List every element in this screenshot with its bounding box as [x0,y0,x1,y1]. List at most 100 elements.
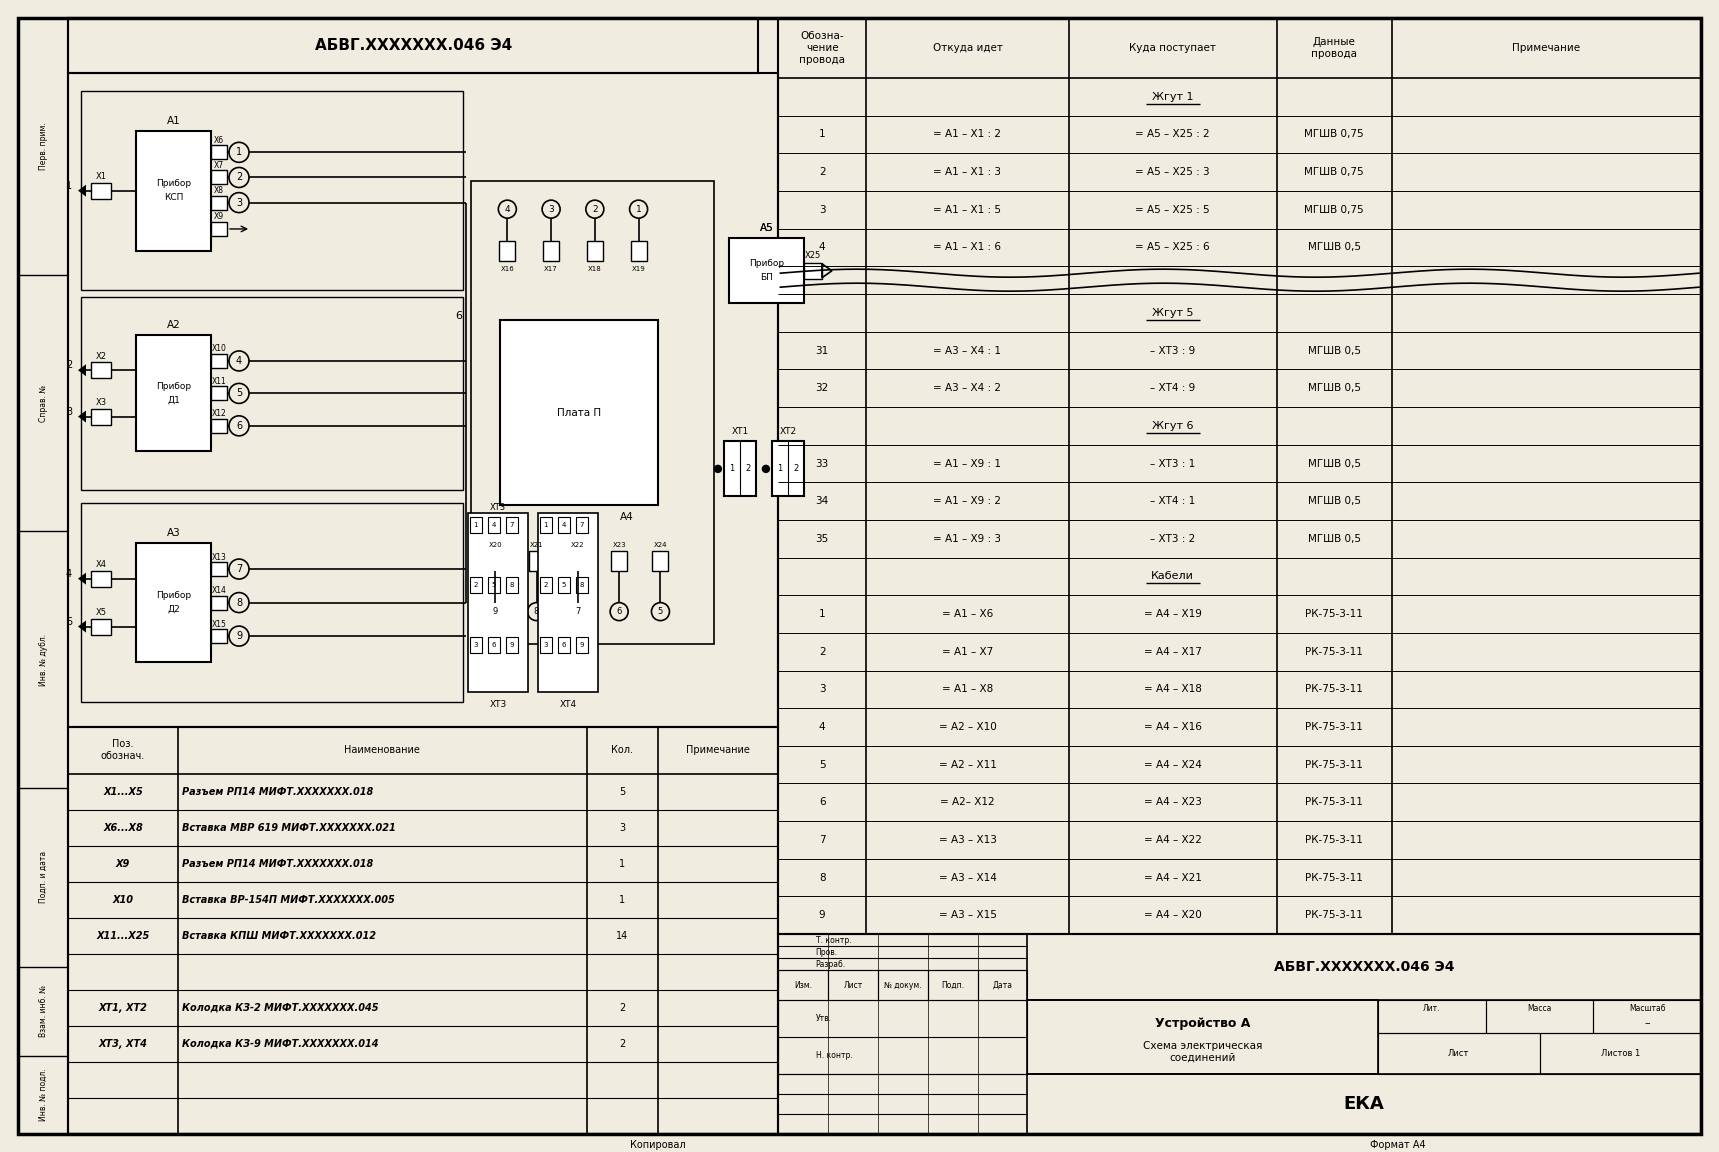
Text: Куда поступает: Куда поступает [1129,43,1217,53]
Text: Масштаб: Масштаб [1630,1003,1666,1013]
Text: = А2 – Х10: = А2 – Х10 [939,722,997,732]
Text: Х1: Х1 [96,172,107,181]
Circle shape [763,465,770,472]
Text: Прибор: Прибор [156,382,191,391]
Text: РК-75-3-11: РК-75-3-11 [1305,759,1363,770]
Text: = А4 – Х20: = А4 – Х20 [1143,910,1202,920]
Bar [471,181,713,644]
Bar [1594,1000,1702,1033]
Text: = А1 – Х1 : 5: = А1 – Х1 : 5 [933,205,1002,214]
Text: Утв.: Утв. [817,1014,832,1023]
Text: Подп. и дата: Подп. и дата [38,851,48,903]
Text: Х7: Х7 [213,161,223,170]
Text: 2: 2 [619,1039,626,1048]
Text: Инв. № дубл.: Инв. № дубл. [38,634,48,685]
Text: Вставка КПШ МИФТ.XXXXXXX.012: Вставка КПШ МИФТ.XXXXXXX.012 [182,931,376,941]
Text: 9: 9 [509,642,514,647]
Text: МГШВ 0,75: МГШВ 0,75 [1305,129,1365,139]
Text: 3: 3 [236,198,242,207]
Text: 3: 3 [65,407,72,417]
Text: = А1 – Х7: = А1 – Х7 [942,646,994,657]
Bar [136,335,211,452]
Text: 4: 4 [818,242,825,252]
Text: 3: 3 [543,642,548,647]
Bar [1540,1033,1702,1074]
Text: РК-75-3-11: РК-75-3-11 [1305,872,1363,882]
Text: Кабели: Кабели [1152,571,1195,582]
Text: Колодка КЗ-2 МИФТ.XXXXXXX.045: Колодка КЗ-2 МИФТ.XXXXXXX.045 [182,1003,378,1013]
Text: 8: 8 [509,582,514,588]
Text: Х6...Х8: Х6...Х8 [103,823,143,833]
Text: – ХТ3 : 9: – ХТ3 : 9 [1150,346,1195,356]
Text: = А4 – Х17: = А4 – Х17 [1143,646,1202,657]
Bar [211,386,227,401]
Text: = А1 – Х9 : 2: = А1 – Х9 : 2 [933,497,1002,506]
Text: = А1 – Х8: = А1 – Х8 [942,684,994,695]
Text: 1: 1 [636,205,641,213]
Text: Прибор: Прибор [156,591,191,600]
Text: 1: 1 [619,858,626,869]
Text: РК-75-3-11: РК-75-3-11 [1305,835,1363,844]
Bar [1028,1074,1702,1134]
Text: Х9: Х9 [213,212,223,221]
Text: Инв. № подл.: Инв. № подл. [38,1069,48,1121]
Text: РК-75-3-11: РК-75-3-11 [1305,684,1363,695]
Text: = А4 – Х24: = А4 – Х24 [1143,759,1202,770]
Text: А5: А5 [760,223,774,234]
Text: 1: 1 [777,464,782,473]
Text: 2: 2 [818,646,825,657]
Text: Наименование: Наименование [344,745,419,755]
Text: Х22: Х22 [571,541,584,548]
Bar [211,562,227,576]
Text: 2: 2 [792,464,799,473]
Bar [91,409,112,425]
Text: 6: 6 [818,797,825,808]
Bar [569,551,586,571]
Text: – ХТ4 : 9: – ХТ4 : 9 [1150,384,1195,393]
Text: 7: 7 [236,564,242,574]
Text: 2: 2 [65,361,72,370]
Bar [488,517,500,532]
Bar [538,513,598,692]
Text: 8: 8 [535,607,540,616]
Bar [211,596,227,609]
Text: МГШВ 0,75: МГШВ 0,75 [1305,167,1365,177]
Text: 35: 35 [815,533,829,544]
Text: Листов 1: Листов 1 [1600,1049,1640,1059]
Bar [631,241,646,260]
Text: = А3 – Х15: = А3 – Х15 [939,910,997,920]
Text: А3: А3 [167,528,180,538]
Text: 5: 5 [562,582,566,588]
Circle shape [715,465,722,472]
Text: 7: 7 [579,522,584,528]
Text: Х11...Х25: Х11...Х25 [96,931,150,941]
Text: – ХТ3 : 1: – ХТ3 : 1 [1150,458,1195,469]
Text: Х2: Х2 [96,351,107,361]
Text: МГШВ 0,5: МГШВ 0,5 [1308,384,1361,393]
Text: Х14: Х14 [211,586,227,596]
Text: 4: 4 [562,522,566,528]
Bar [772,441,804,497]
Text: Схема электрическая: Схема электрическая [1143,1041,1262,1051]
Text: 34: 34 [815,497,829,506]
Text: 3: 3 [548,205,554,213]
Text: Пров.: Пров. [817,948,837,956]
Text: –: – [1645,1018,1650,1029]
Text: МГШВ 0,5: МГШВ 0,5 [1308,458,1361,469]
Text: Примечание: Примечание [1513,43,1580,53]
Text: Жгут 6: Жгут 6 [1152,420,1193,431]
Bar [729,238,804,303]
Text: 8: 8 [579,582,584,588]
Polygon shape [77,573,86,584]
Text: = А2 – Х11: = А2 – Х11 [939,759,997,770]
Text: 6: 6 [492,642,497,647]
Text: 2: 2 [746,464,751,473]
Text: = А4 – Х16: = А4 – Х16 [1143,722,1202,732]
Bar [543,241,559,260]
Bar [211,629,227,643]
Text: Подп.: Подп. [942,980,964,990]
Text: = А5 – Х25 : 6: = А5 – Х25 : 6 [1136,242,1210,252]
Text: Лист: Лист [844,980,863,990]
Text: 7: 7 [818,835,825,844]
Bar [540,517,552,532]
